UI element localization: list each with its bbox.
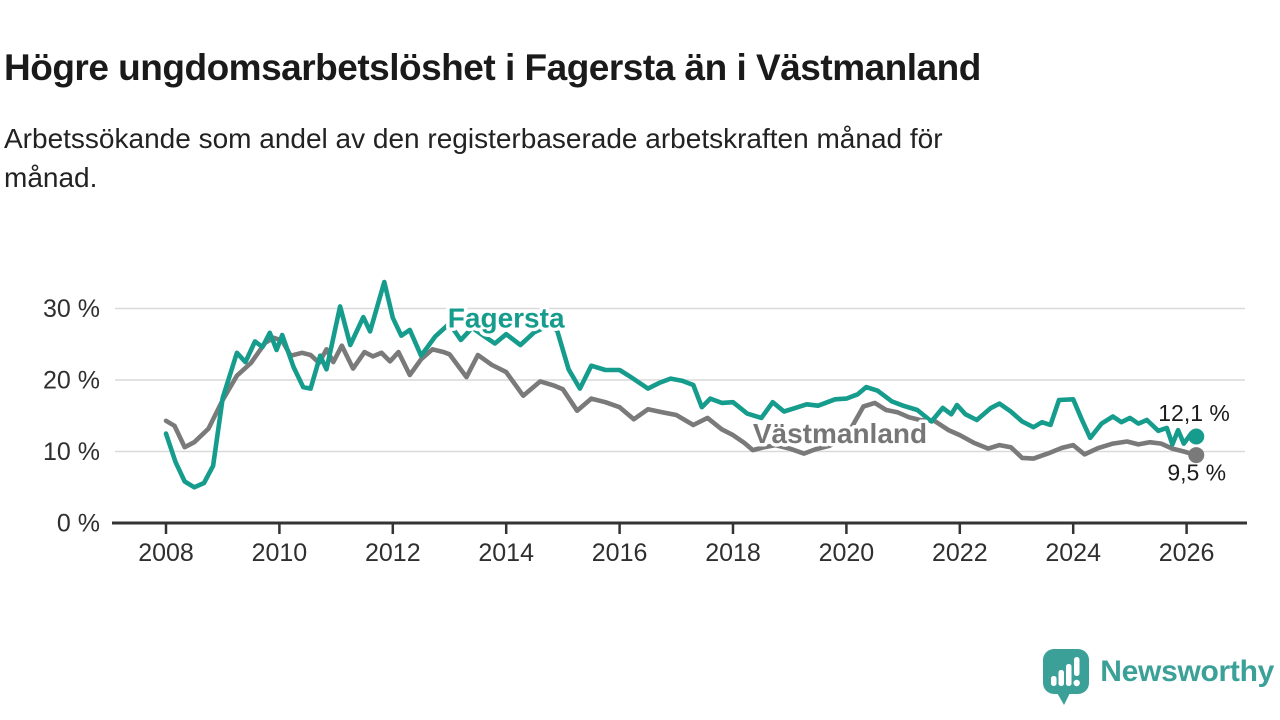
x-tick-label-2026: 2026 (1159, 539, 1215, 567)
logo-bar-small (1051, 676, 1057, 686)
series-label-fagersta: Fagersta (448, 303, 565, 334)
x-tick-label-2024: 2024 (1045, 539, 1101, 567)
value-label-vastmanland: 9,5 % (1167, 460, 1226, 486)
subtitle-line-2: månad. (4, 162, 98, 193)
x-tick-label-2020: 2020 (819, 539, 875, 567)
y-tick-label-0: 0 % (57, 510, 100, 538)
x-tick-label-2016: 2016 (592, 539, 648, 567)
series-line-fagersta (163, 279, 1199, 490)
series-end-dot-fagersta (1188, 428, 1205, 445)
series-end-dot-västmanland (1188, 447, 1205, 464)
y-tick-label-10: 10 % (43, 438, 100, 466)
page-title: Högre ungdomsarbetslöshet i Fagersta än … (4, 46, 981, 88)
logo-bubble-tail (1056, 691, 1072, 705)
y-tick-label-20: 20 % (43, 367, 100, 395)
newsworthy-logo-icon (1043, 649, 1090, 705)
logo-exclamation-dot (1073, 679, 1081, 687)
page-subtitle: Arbetssökande som andel av den registerb… (4, 119, 1224, 197)
logo-bar-tall (1066, 664, 1072, 686)
newsworthy-branding: Newsworthy (1040, 646, 1274, 708)
y-tick-label-30: 30 % (43, 295, 100, 323)
x-tick-label-2018: 2018 (705, 539, 761, 567)
x-tick-label-2022: 2022 (932, 539, 988, 567)
x-tick-label-2014: 2014 (478, 539, 534, 567)
x-tick-label-2010: 2010 (252, 539, 308, 567)
value-label-fagersta: 12,1 % (1158, 400, 1230, 426)
logo-exclamation-bar (1074, 657, 1080, 676)
series-label-vastmanland: Västmanland (753, 418, 927, 449)
x-tick-label-2012: 2012 (365, 539, 421, 567)
x-tick-label-2008: 2008 (138, 539, 194, 567)
brand-name: Newsworthy (1100, 655, 1274, 688)
subtitle-line-1: Arbetssökande som andel av den registerb… (4, 123, 943, 154)
logo-bar-medium (1058, 670, 1065, 686)
